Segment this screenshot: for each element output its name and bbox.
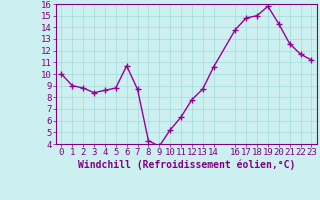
X-axis label: Windchill (Refroidissement éolien,°C): Windchill (Refroidissement éolien,°C) bbox=[78, 160, 295, 170]
